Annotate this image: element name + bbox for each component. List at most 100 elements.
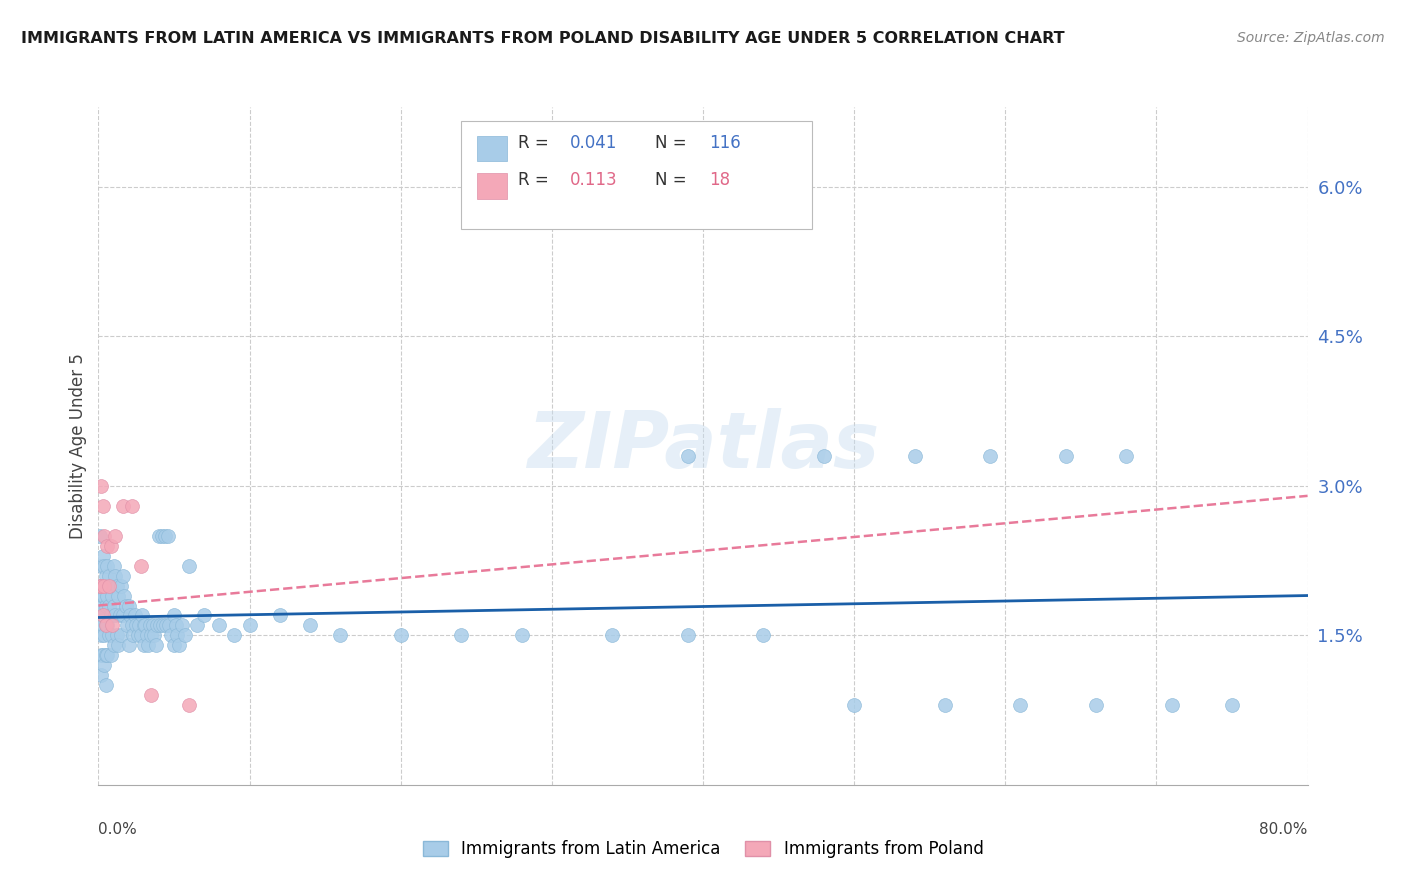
Point [186,618,208,632]
Point [112,589,135,603]
Point [100,539,122,553]
Point [90,479,112,493]
Point [90,578,112,592]
Point [115,618,138,632]
Point [1115,449,1137,463]
Point [94,648,117,663]
Point [149,618,172,632]
Point [103,558,125,573]
Point [136,639,159,653]
Point [100,648,122,663]
Point [450,628,472,642]
Point [91,549,114,563]
Point [131,608,153,623]
Point [118,599,141,613]
Text: 80.0%: 80.0% [1260,822,1308,837]
Point [94,568,117,582]
Point [120,608,142,623]
Legend: Immigrants from Latin America, Immigrants from Poland: Immigrants from Latin America, Immigrant… [416,833,990,864]
Point [122,628,145,642]
Point [1010,698,1032,713]
Point [93,589,115,603]
Point [844,698,866,713]
Point [128,618,150,632]
Point [118,639,141,653]
Point [934,698,956,713]
Point [132,639,155,653]
Point [101,618,124,632]
Point [105,628,128,642]
Point [107,639,129,653]
Point [1220,698,1243,713]
Point [127,628,149,642]
Text: N =: N = [655,134,686,152]
Point [166,628,188,642]
Point [160,628,183,642]
Point [91,499,114,513]
Point [150,529,173,543]
Point [93,628,115,642]
Point [813,449,835,463]
Point [89,608,111,623]
Point [165,618,187,632]
Point [91,648,114,663]
Point [170,618,193,632]
Point [159,618,181,632]
Point [98,628,121,642]
Point [111,608,134,623]
Point [143,628,166,642]
Point [173,628,195,642]
Point [89,529,111,543]
Point [1085,698,1108,713]
Point [752,628,775,642]
Text: R =: R = [517,170,548,188]
Point [134,618,156,632]
Point [125,618,148,632]
Point [90,668,112,682]
Point [148,529,170,543]
Point [98,568,121,582]
Point [153,529,176,543]
Point [179,698,201,713]
Point [142,618,165,632]
Point [93,529,115,543]
Text: 0.113: 0.113 [569,170,617,188]
Point [89,578,111,592]
Point [93,658,115,673]
Point [1054,449,1077,463]
Point [510,628,533,642]
Point [163,639,186,653]
Point [139,618,162,632]
FancyBboxPatch shape [461,120,811,229]
Point [602,628,624,642]
Point [111,568,134,582]
Point [979,449,1001,463]
Point [108,608,131,623]
Point [107,589,129,603]
Point [676,449,699,463]
Point [93,608,115,623]
Point [94,618,117,632]
Point [121,499,143,513]
Text: N =: N = [655,170,686,188]
Point [124,608,146,623]
Text: IMMIGRANTS FROM LATIN AMERICA VS IMMIGRANTS FROM POLAND DISABILITY AGE UNDER 5 C: IMMIGRANTS FROM LATIN AMERICA VS IMMIGRA… [21,31,1064,46]
Point [91,589,114,603]
FancyBboxPatch shape [477,136,508,161]
Text: 116: 116 [709,134,741,152]
Point [152,618,174,632]
Point [111,499,134,513]
FancyBboxPatch shape [477,173,508,199]
Point [135,628,157,642]
Point [96,589,118,603]
Point [98,599,121,613]
Point [141,688,163,702]
Point [96,558,118,573]
Point [269,608,291,623]
Text: ZIPatlas: ZIPatlas [527,408,879,484]
Point [94,678,117,692]
Point [104,608,127,623]
Point [389,628,412,642]
Point [90,599,112,613]
Point [167,639,190,653]
